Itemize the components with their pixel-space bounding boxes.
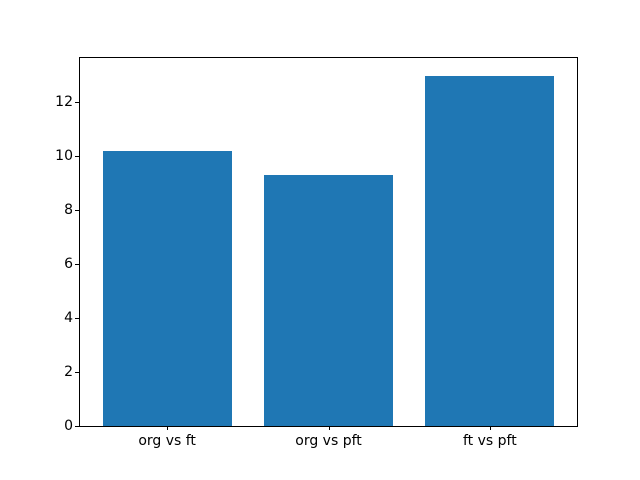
y-tick-mark: [75, 209, 79, 211]
y-tick-mark: [75, 155, 79, 157]
x-tick-label-ft-vs-pft: ft vs pft: [463, 433, 517, 449]
x-tick-label-org-vs-ft: org vs ft: [138, 433, 196, 449]
y-tick-label: 4: [64, 310, 73, 327]
y-tick-mark: [75, 425, 79, 427]
y-tick-mark: [75, 263, 79, 265]
y-tick-label: 8: [64, 202, 73, 219]
y-tick-label: 2: [64, 364, 73, 381]
x-tick-label-org-vs-pft: org vs pft: [295, 433, 362, 449]
y-tick-mark: [75, 101, 79, 103]
bar-ft-vs-pft: [425, 75, 555, 426]
bar-org-vs-pft: [263, 175, 394, 426]
plot-area: 0 2 4 6 8 10 12 org vs ft org vs pft ft vs pft: [55, 57, 578, 449]
x-tick-mark: [328, 426, 330, 430]
x-tick-mark: [167, 426, 169, 430]
y-tick-label: 10: [55, 148, 73, 165]
y-tick-label: 6: [64, 256, 73, 273]
x-tick-mark: [489, 426, 491, 430]
y-tick-label: 0: [64, 418, 73, 434]
y-tick-mark: [75, 371, 79, 373]
bar-org-vs-ft: [102, 151, 232, 426]
y-tick-mark: [75, 317, 79, 319]
y-tick-label: 12: [55, 94, 73, 111]
